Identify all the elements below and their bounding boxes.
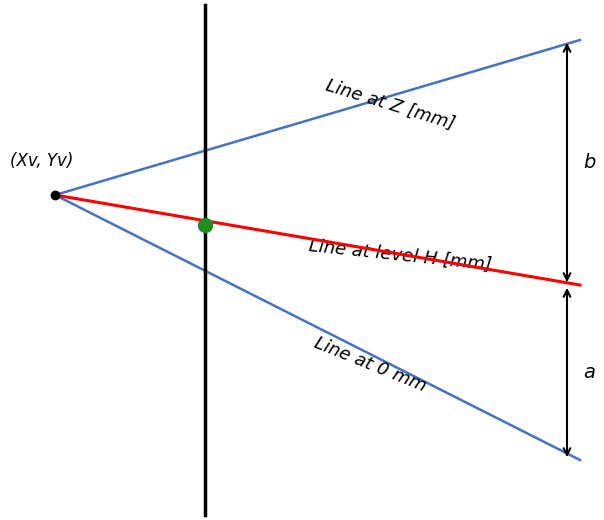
Text: Line at level H [mm]: Line at level H [mm] <box>307 237 492 274</box>
Text: Line at Z [mm]: Line at Z [mm] <box>323 77 457 133</box>
Text: Line at 0 mm: Line at 0 mm <box>311 334 429 396</box>
Text: a: a <box>583 362 595 382</box>
Text: b: b <box>583 152 596 172</box>
Text: (Xv, Yv): (Xv, Yv) <box>10 152 73 170</box>
